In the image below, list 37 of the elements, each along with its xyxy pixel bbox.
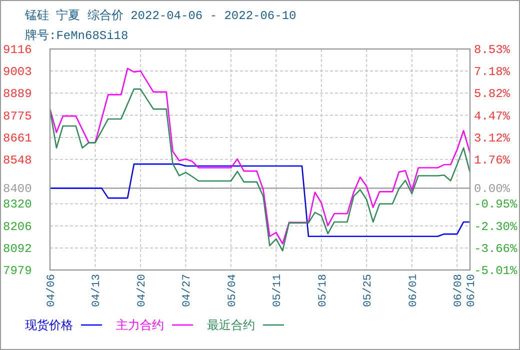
chart-title: 锰硅 宁夏 综合价 2022-04-06 - 2022-06-10: [24, 8, 296, 23]
x-tick-label: 06/08: [453, 274, 466, 308]
y2-tick-label: 1.76%: [474, 154, 511, 168]
y-tick-label: 8889: [3, 87, 32, 102]
x-tick-label: 05/25: [362, 274, 375, 308]
y2-tick-label: 5.82%: [474, 87, 511, 102]
y2-tick-label: 0.00%: [474, 182, 511, 196]
legend-label: 主力合约: [116, 318, 164, 334]
x-tick-label: 05/04: [226, 274, 239, 308]
y-tick-label: 8548: [3, 153, 32, 168]
x-tick-label: 04/13: [91, 274, 104, 308]
y2-tick-label: 4.47%: [474, 109, 511, 124]
y-tick-label: 9116: [3, 43, 32, 57]
y2-tick-label: 8.53%: [474, 43, 511, 57]
y-tick-label: 8320: [3, 198, 32, 212]
y-tick-label: 8775: [3, 109, 32, 124]
x-tick-label: 04/20: [136, 274, 148, 308]
x-tick-label: 05/18: [317, 274, 330, 308]
y-tick-label: 8092: [3, 242, 32, 256]
y2-tick-label: -0.95%: [474, 198, 518, 212]
y2-tick-label: 7.18%: [474, 65, 511, 80]
legend-label: 现货价格: [25, 319, 73, 334]
y-tick-label: 8400: [3, 182, 32, 196]
y-tick-label: 9003: [3, 64, 32, 79]
x-tick-label: 06/01: [408, 274, 420, 308]
x-tick-label: 04/06: [46, 274, 58, 308]
legend-label: 最近合约: [207, 319, 255, 334]
y-tick-label: 8206: [3, 220, 32, 234]
y2-tick-label: 3.12%: [474, 131, 511, 146]
x-tick-label: 04/27: [182, 274, 194, 308]
x-tick-label: 05/11: [272, 274, 284, 308]
chart-subtitle: 牌号:FeMn68Si18: [25, 29, 128, 43]
y2-tick-label: -3.66%: [474, 242, 518, 256]
line-series: [49, 163, 471, 238]
y-tick-label: 7979: [3, 264, 32, 278]
y-tick-label: 8661: [3, 131, 32, 146]
y2-tick-label: -2.30%: [474, 220, 518, 234]
